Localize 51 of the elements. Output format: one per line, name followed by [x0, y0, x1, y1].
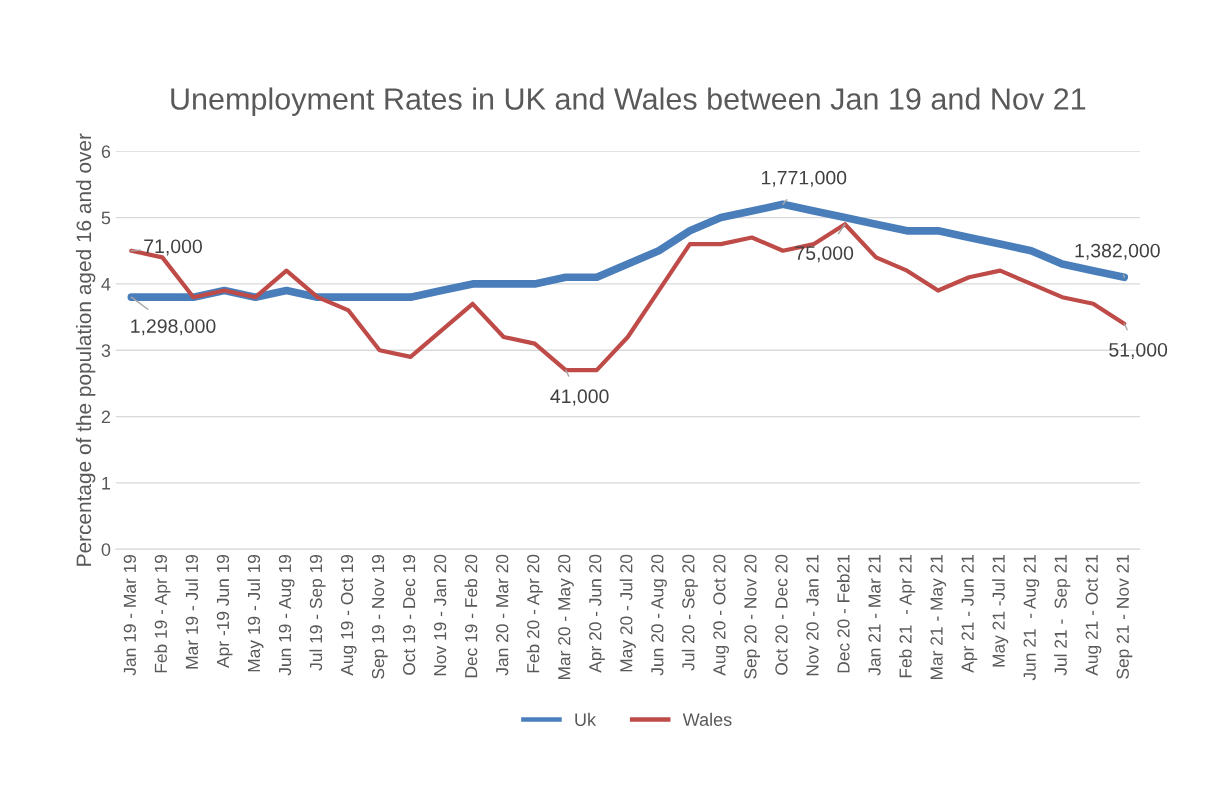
x-tick-label: Jun 19 - Aug 19 [278, 554, 295, 676]
x-tick-label: Apr 20 - Jun 20 [589, 554, 605, 673]
annotation: 71,000 [144, 239, 202, 256]
chart-title: Unemployment Rates in UK and Wales between Jan 19 and Nov 21 [171, 87, 1086, 116]
annotation: 75,000 [795, 246, 854, 263]
x-tick-label: Feb 20 - Apr 20 [526, 554, 543, 673]
x-tick-label: Aug 21 - Oct 21 [1085, 554, 1102, 676]
x-tick-label: Jul 19 - Sep 19 [309, 554, 326, 671]
y-tick-label: 6 [101, 145, 111, 158]
annotation: 51,000 [1109, 342, 1168, 359]
x-tick-label: Nov 19 - Jan 20 [433, 554, 447, 676]
y-tick-label: 2 [101, 410, 111, 424]
annotation: 1,771,000 [762, 170, 847, 187]
y-tick-label: 0 [101, 543, 111, 556]
x-tick-label: Jan 21 - Mar 21 [868, 554, 881, 676]
x-tick-label: Dec 19 - Feb 20 [464, 554, 478, 678]
x-tick-label: May 20 - Jul 20 [619, 554, 636, 672]
y-tick-label: 5 [101, 211, 111, 225]
x-tick-label: Jul 21 - Sep 21 [1054, 554, 1071, 676]
x-tick-label: May 21 -Jul 21 [992, 554, 1009, 667]
y-tick-label: 1 [102, 477, 111, 490]
annotation: 1,298,000 [131, 319, 216, 336]
x-tick-label: Mar 19 - Jul 19 [185, 554, 199, 669]
x-tick-label: Jun 21 - Aug 21 [1023, 554, 1040, 681]
x-tick-label: Oct 20 - Dec 20 [775, 554, 788, 675]
y-axis-title: Percentage of the population aged 16 and over [75, 133, 96, 566]
x-tick-label: Jan 19 - Mar 19 [123, 554, 136, 676]
annotation: 1,382,000 [1075, 243, 1160, 260]
x-tick-label: May 19 - Jul 19 [247, 554, 264, 672]
y-tick-label: 3 [101, 344, 111, 357]
x-tick-label: Dec 20 - Feb21 [836, 554, 850, 673]
x-tick-label: Sep 19 - Nov 19 [371, 554, 388, 679]
x-tick-label: Apr 21 - Jun 21 [961, 554, 978, 673]
x-tick-label: Jul 20 - Sep 20 [681, 554, 698, 671]
x-tick-label: Aug 20 - Oct 20 [713, 554, 729, 676]
legend-label: Uk [575, 712, 597, 727]
x-tick-label: Feb 19 - Apr 19 [154, 554, 171, 673]
x-tick-label: Sep 20 - Nov 20 [744, 554, 760, 679]
x-tick-label: Apr -19 Jun 19 [216, 554, 233, 668]
x-tick-label: Mar 21 - May 21 [930, 554, 947, 680]
x-tick-label: Sep 21 - Nov 21 [1116, 554, 1133, 679]
x-tick-label: Nov 20 - Jan 21 [806, 554, 819, 676]
x-tick-label: Aug 19 - Oct 19 [340, 554, 357, 676]
x-tick-label: Jan 20 - Mar 20 [496, 554, 509, 676]
annotation: 41,000 [550, 389, 609, 406]
y-tick-label: 4 [101, 278, 111, 291]
x-tick-label: Oct 19 - Dec 19 [402, 554, 416, 675]
x-tick-label: Feb 21 - Apr 21 [898, 554, 916, 678]
x-tick-label: Jun 20 - Aug 20 [651, 554, 667, 676]
legend-label: Wales [682, 712, 732, 727]
x-tick-label: Mar 20 - May 20 [558, 554, 574, 680]
